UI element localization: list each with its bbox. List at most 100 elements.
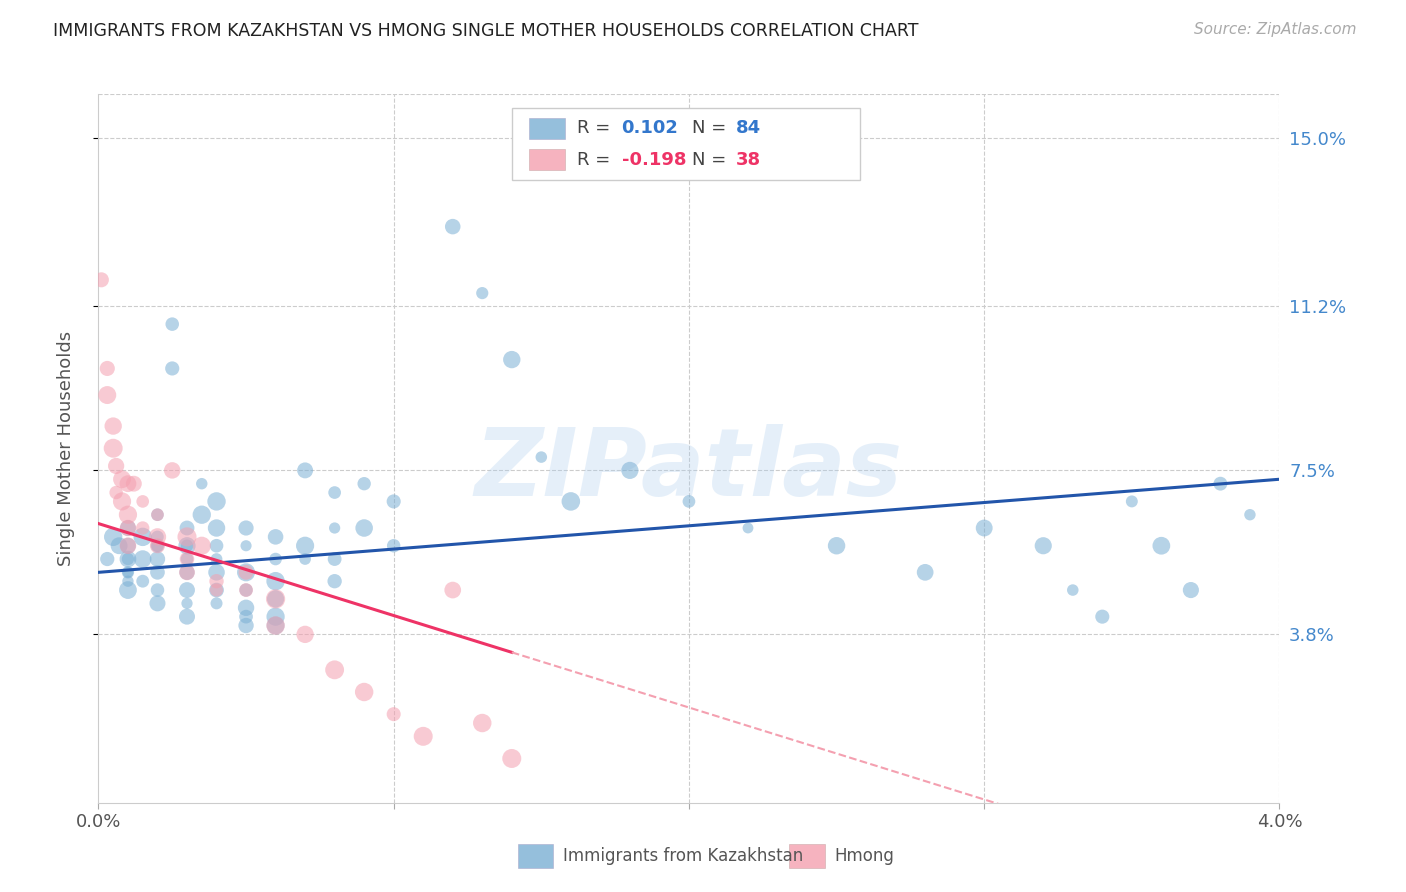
Point bbox=[501, 352, 523, 367]
Point bbox=[132, 530, 155, 544]
Point bbox=[191, 476, 214, 491]
Point bbox=[382, 707, 405, 722]
Point bbox=[323, 574, 346, 589]
Point bbox=[530, 450, 553, 464]
Point bbox=[737, 521, 759, 535]
Point bbox=[471, 716, 494, 731]
FancyBboxPatch shape bbox=[789, 844, 825, 869]
Point bbox=[117, 539, 139, 553]
FancyBboxPatch shape bbox=[530, 149, 565, 170]
Point bbox=[1150, 539, 1173, 553]
Point bbox=[205, 552, 228, 566]
Point bbox=[117, 566, 139, 580]
Point bbox=[176, 539, 198, 553]
Y-axis label: Single Mother Households: Single Mother Households bbox=[56, 331, 75, 566]
Point bbox=[176, 521, 198, 535]
Point bbox=[146, 530, 169, 544]
Point bbox=[205, 596, 228, 610]
Point bbox=[117, 552, 139, 566]
Point bbox=[205, 539, 228, 553]
Point bbox=[294, 463, 316, 477]
Point bbox=[294, 552, 316, 566]
Point bbox=[117, 566, 139, 580]
Point bbox=[162, 361, 183, 376]
Point bbox=[176, 552, 198, 566]
Point bbox=[973, 521, 995, 535]
Point bbox=[264, 609, 287, 624]
Point bbox=[146, 508, 169, 522]
Point bbox=[205, 583, 228, 598]
Point bbox=[441, 583, 464, 598]
Point bbox=[235, 566, 257, 580]
Point bbox=[117, 539, 139, 553]
Point bbox=[117, 574, 139, 589]
Point bbox=[117, 521, 139, 535]
Text: R =: R = bbox=[576, 151, 616, 169]
Point bbox=[105, 458, 128, 473]
Point bbox=[323, 663, 346, 677]
Point bbox=[117, 521, 139, 535]
Point bbox=[191, 508, 214, 522]
Point bbox=[205, 521, 228, 535]
Point bbox=[111, 472, 134, 486]
Point bbox=[353, 521, 375, 535]
Point bbox=[117, 552, 139, 566]
Point bbox=[1209, 476, 1232, 491]
Point bbox=[412, 729, 434, 743]
Point bbox=[294, 539, 316, 553]
Text: 0.102: 0.102 bbox=[621, 120, 679, 137]
Point bbox=[191, 539, 214, 553]
Point bbox=[235, 618, 257, 632]
Point bbox=[441, 219, 464, 234]
Text: R =: R = bbox=[576, 120, 616, 137]
Point bbox=[117, 476, 139, 491]
Point bbox=[176, 539, 198, 553]
Point bbox=[122, 476, 145, 491]
Point bbox=[146, 539, 169, 553]
Point bbox=[235, 583, 257, 598]
Point bbox=[146, 566, 169, 580]
Point bbox=[96, 361, 118, 376]
Point bbox=[235, 600, 257, 615]
Text: ZIPatlas: ZIPatlas bbox=[475, 424, 903, 516]
Point bbox=[264, 530, 287, 544]
Point bbox=[619, 463, 641, 477]
Point bbox=[146, 596, 169, 610]
Text: Immigrants from Kazakhstan: Immigrants from Kazakhstan bbox=[562, 847, 803, 865]
Text: IMMIGRANTS FROM KAZAKHSTAN VS HMONG SINGLE MOTHER HOUSEHOLDS CORRELATION CHART: IMMIGRANTS FROM KAZAKHSTAN VS HMONG SING… bbox=[53, 22, 920, 40]
Text: -0.198: -0.198 bbox=[621, 151, 686, 169]
Point bbox=[323, 485, 346, 500]
Point bbox=[146, 530, 169, 544]
Point bbox=[103, 419, 125, 434]
Point bbox=[323, 521, 346, 535]
Point bbox=[353, 476, 375, 491]
Point bbox=[146, 539, 169, 553]
Text: 38: 38 bbox=[737, 151, 761, 169]
Point bbox=[103, 441, 125, 455]
Point bbox=[264, 618, 287, 632]
Point bbox=[1091, 609, 1114, 624]
Point bbox=[560, 494, 582, 508]
Point bbox=[96, 552, 118, 566]
Point bbox=[117, 583, 139, 598]
Point bbox=[176, 566, 198, 580]
Point bbox=[117, 508, 139, 522]
Point bbox=[146, 508, 169, 522]
Point bbox=[1239, 508, 1261, 522]
Point bbox=[264, 618, 287, 632]
Point bbox=[176, 530, 198, 544]
Point bbox=[1180, 583, 1202, 598]
Point bbox=[382, 539, 405, 553]
Text: N =: N = bbox=[693, 120, 733, 137]
Point bbox=[235, 609, 257, 624]
Point bbox=[205, 574, 228, 589]
Point bbox=[264, 591, 287, 606]
FancyBboxPatch shape bbox=[512, 108, 860, 180]
Point bbox=[162, 463, 183, 477]
Point bbox=[176, 583, 198, 598]
FancyBboxPatch shape bbox=[517, 844, 553, 869]
Point bbox=[176, 609, 198, 624]
Point bbox=[235, 583, 257, 598]
Text: N =: N = bbox=[693, 151, 733, 169]
Point bbox=[353, 685, 375, 699]
